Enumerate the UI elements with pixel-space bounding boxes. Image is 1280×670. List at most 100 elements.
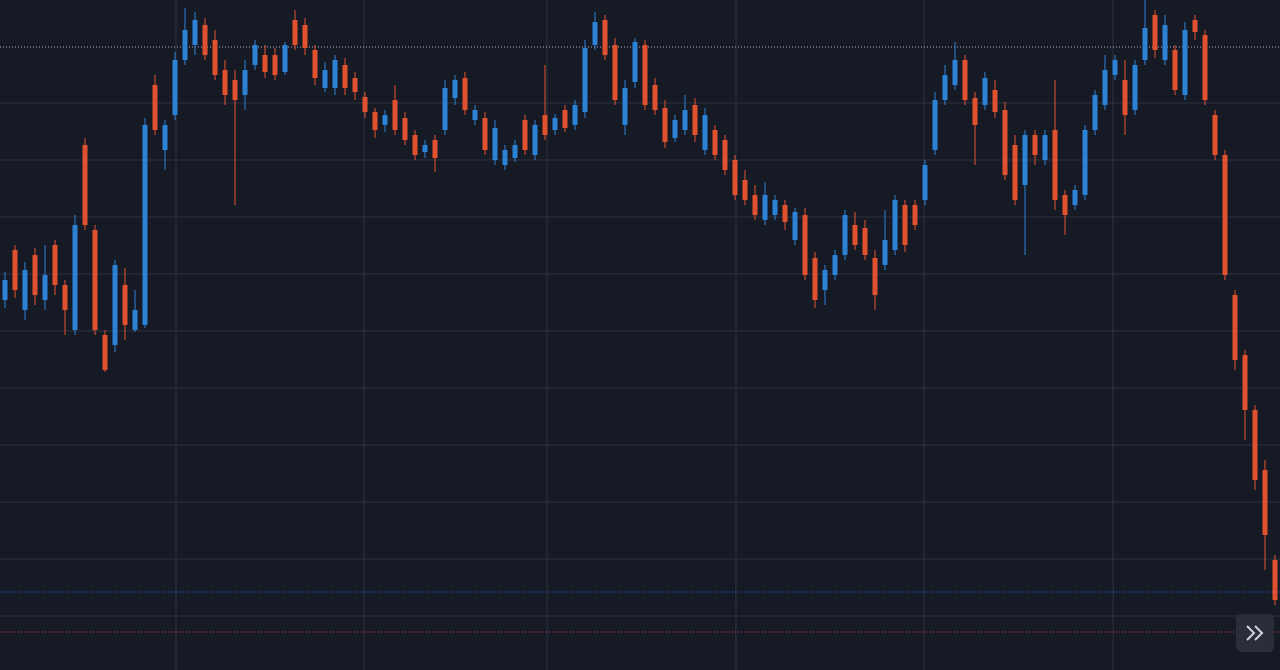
candle-body [222,70,228,95]
candle-body [132,310,138,330]
candle-body [1222,155,1228,275]
candle-body [1152,15,1158,50]
candle-body [1082,130,1088,195]
candle-body [972,98,978,125]
candle-body [342,65,348,88]
candle-body [322,70,328,88]
candle-body [1212,115,1218,155]
candle-body [1062,195,1068,215]
candle-body [482,118,488,150]
candle-body [472,110,478,120]
candle-body [12,250,18,290]
candle-body [172,60,178,115]
candle-body [772,200,778,215]
candle-body [412,135,418,155]
candle-body [1232,295,1238,360]
candle-body [402,118,408,140]
candle-body [932,100,938,150]
candle-body [2,280,8,300]
candle-body [292,20,298,45]
candle-body [282,45,288,72]
candle-body [82,145,88,225]
candle-body [822,270,828,290]
candle-body [1252,410,1258,480]
candle-body [352,78,358,92]
candle-body [612,45,618,100]
candle-body [852,225,858,245]
candle-body [522,120,528,150]
candle-body [842,215,848,255]
candle-body [92,230,98,330]
candle-body [722,140,728,170]
candle-body [642,45,648,105]
candle-body [712,130,718,155]
candle-body [872,258,878,295]
candle-body [252,45,258,65]
candle-body [232,80,238,100]
candle-body [32,255,38,295]
candles [2,0,1278,605]
candle-body [152,85,158,130]
candle-body [572,105,578,125]
candle-body [742,180,748,200]
candle-body [502,150,508,165]
candle-body [492,128,498,160]
candle-body [422,145,428,152]
scroll-button[interactable] [1236,614,1274,652]
candle-body [882,240,888,265]
candle-body [1242,355,1248,410]
candle-body [1022,135,1028,185]
candle-body [582,48,588,112]
candle-body [1272,560,1278,600]
candle-body [512,145,518,158]
candle-body [1002,110,1008,175]
candle-body [1162,25,1168,60]
candle-body [72,225,78,330]
candle-body [1072,190,1078,205]
candle-body [682,110,688,130]
candle-body [752,195,758,215]
candle-body [1042,135,1048,160]
candle-body [702,115,708,150]
candle-body [912,205,918,225]
candle-body [552,118,558,130]
candle-body [1122,80,1128,115]
candle-body [272,55,278,75]
candle-body [302,25,308,48]
candle-body [122,285,128,325]
candle-body [52,245,58,285]
candle-body [392,100,398,130]
candle-body [1092,95,1098,130]
candle-body [792,212,798,240]
candle-body [1142,28,1148,60]
candle-body [1262,470,1268,535]
candle-body [1012,145,1018,200]
candle-body [532,125,538,155]
candle-body [452,80,458,98]
candle-body [942,75,948,100]
candle-body [1172,50,1178,90]
candle-body [982,78,988,105]
candle-body [622,88,628,125]
chevrons-icon[interactable] [1246,625,1264,641]
candle-body [462,78,468,110]
candle-body [332,60,338,88]
candle-body [662,108,668,142]
candle-body [812,258,818,300]
candle-body [102,335,108,370]
candle-body [112,265,118,345]
candle-body [312,50,318,78]
candle-body [762,195,768,220]
candle-body [1032,135,1038,155]
candle-body [432,140,438,158]
candle-body [902,205,908,245]
candle-body [732,160,738,195]
candle-body [362,97,368,112]
candle-body [202,25,208,55]
candle-body [562,110,568,128]
candle-body [1182,30,1188,95]
candle-body [632,42,638,82]
candle-body [542,115,548,135]
